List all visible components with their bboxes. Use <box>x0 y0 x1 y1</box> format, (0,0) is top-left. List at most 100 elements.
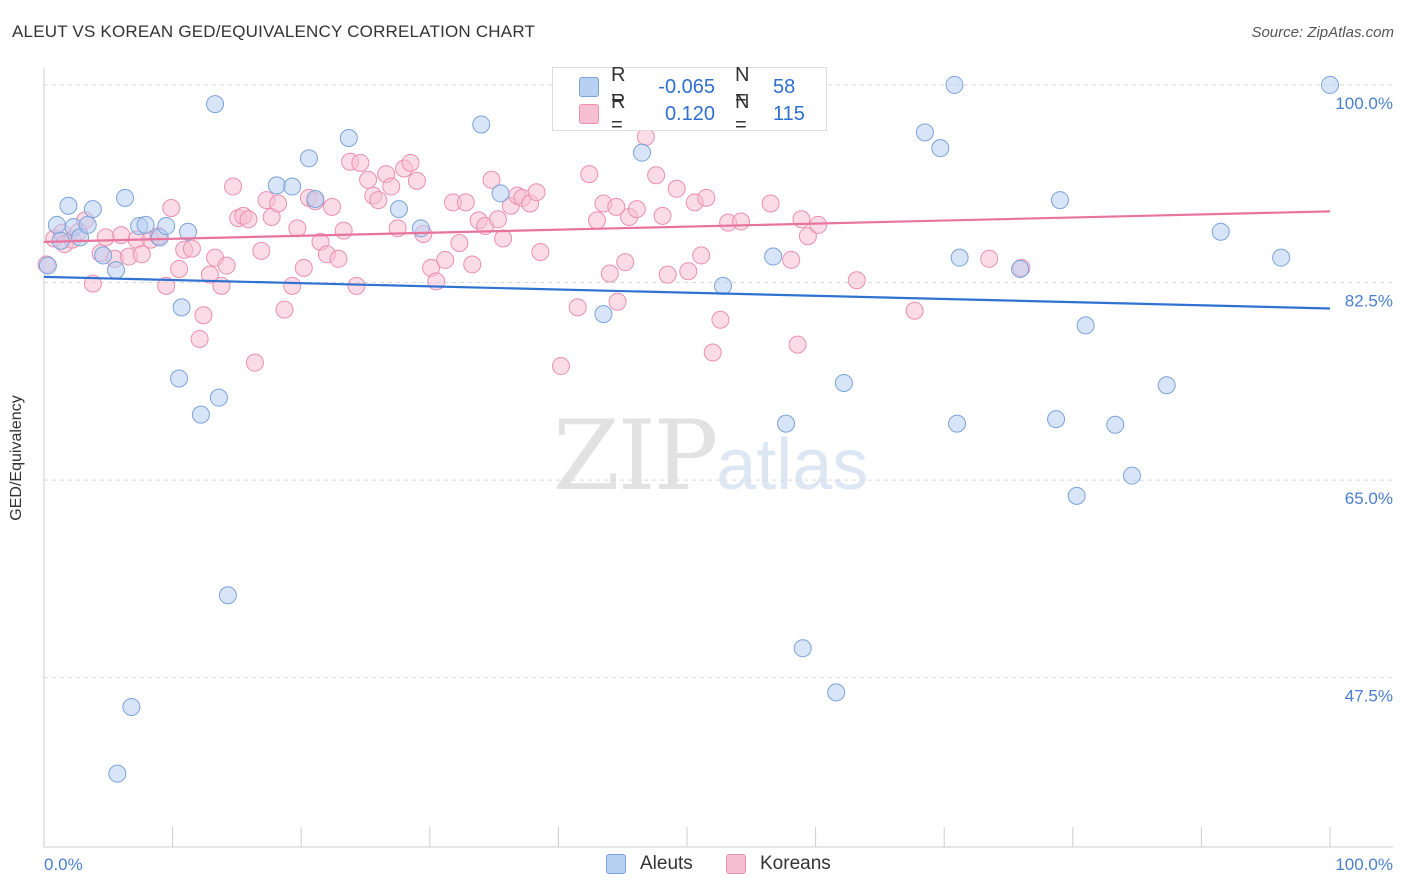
aleut-point <box>283 177 302 196</box>
aleut-point <box>1321 75 1339 94</box>
aleut-point <box>1157 376 1176 395</box>
korean-point <box>450 233 469 252</box>
korean-point <box>407 171 426 190</box>
aleut-legend-swatch <box>606 854 626 874</box>
aleut-point <box>306 189 325 208</box>
korean-point <box>568 298 587 317</box>
aleut-point <box>116 188 135 207</box>
korean-point <box>369 191 388 210</box>
aleut-point <box>714 276 733 295</box>
korean-point <box>587 211 606 230</box>
korean-point <box>283 276 302 295</box>
korean-point <box>600 264 619 283</box>
korean-point <box>580 165 599 184</box>
aleut-point <box>59 196 78 215</box>
korean-point <box>847 271 866 290</box>
aleut-point <box>209 388 228 407</box>
x-tick-label: 0.0% <box>44 855 83 874</box>
korean-point <box>782 250 801 269</box>
tick-labels: 47.5% 65.0% 82.5% 100.0% 0.0% 100.0% <box>44 94 1393 874</box>
aleut-point <box>122 698 141 717</box>
korean-point <box>252 241 271 260</box>
korean-point <box>382 177 401 196</box>
aleut-point <box>827 683 846 702</box>
legend-n-label: N = <box>735 91 750 136</box>
x-tick-label: 100.0% <box>1335 855 1393 874</box>
aleut-point <box>47 215 66 234</box>
korean-point <box>697 188 716 207</box>
aleut-point <box>915 123 934 142</box>
korean-point <box>323 197 342 216</box>
korean-point <box>494 229 513 248</box>
aleut-point <box>83 200 102 219</box>
aleut-point <box>1050 191 1069 210</box>
korean-point <box>239 210 258 229</box>
korean-points <box>37 77 1031 376</box>
korean-point <box>761 194 780 213</box>
aleut-point <box>931 139 950 158</box>
aleut-point <box>950 248 969 267</box>
korean-point <box>288 219 307 238</box>
aleut-points <box>38 75 1339 783</box>
korean-point <box>329 249 348 268</box>
source-credit: Source: ZipAtlas.com <box>1251 24 1394 41</box>
korean-point <box>212 276 231 295</box>
aleut-point <box>1011 259 1030 278</box>
aleut-point <box>1272 248 1291 267</box>
aleut-point <box>948 414 967 433</box>
bottom-legend-koreans: Koreans <box>726 852 831 876</box>
korean-point <box>627 200 646 219</box>
legend-n-value: 115 <box>773 102 805 125</box>
korean-point <box>463 255 482 274</box>
aleut-point <box>179 222 198 241</box>
korean-point <box>527 183 546 202</box>
y-tick-label: 47.5% <box>1345 687 1393 706</box>
korean-point <box>83 274 102 293</box>
korean-point <box>224 177 243 196</box>
aleut-point <box>491 184 510 203</box>
korean-point <box>194 306 213 325</box>
korean-swatch <box>579 104 599 124</box>
korean-point <box>275 300 294 319</box>
korean-point <box>658 265 677 284</box>
korean-point <box>531 243 550 262</box>
korean-point <box>401 153 420 172</box>
aleut-point <box>78 215 97 234</box>
korean-trend-line <box>43 210 1331 243</box>
korean-point <box>170 259 189 278</box>
aleut-point <box>94 246 113 265</box>
korean-point <box>905 301 924 320</box>
korean-point <box>482 170 501 189</box>
aleut-point <box>777 414 796 433</box>
aleut-point <box>157 217 176 236</box>
korean-point <box>217 256 236 275</box>
korean-point <box>980 249 999 268</box>
aleut-point <box>206 95 225 114</box>
korean-point <box>679 262 698 281</box>
aleut-point <box>764 247 783 266</box>
aleut-point <box>1122 466 1141 485</box>
aleut-point <box>267 176 286 195</box>
korean-point <box>551 357 570 376</box>
aleut-swatch <box>579 77 599 97</box>
aleut-legend-label: Aleuts <box>640 853 693 874</box>
trend-lines <box>43 210 1331 310</box>
aleut-point <box>411 219 430 238</box>
aleut-point <box>1076 316 1095 335</box>
korean-point <box>269 194 288 213</box>
legend-r-value: -0.065 <box>658 75 715 98</box>
korean-point <box>788 335 807 354</box>
korean-point <box>96 228 115 247</box>
axes <box>43 68 1393 848</box>
korean-point <box>616 253 635 272</box>
korean-point <box>653 206 672 225</box>
y-tick-label: 100.0% <box>1335 94 1393 113</box>
aleut-point <box>834 373 853 392</box>
aleut-point <box>1106 415 1125 434</box>
aleut-point <box>218 586 237 605</box>
korean-point <box>436 250 455 269</box>
korean-point <box>157 276 176 295</box>
aleut-point <box>1211 222 1230 241</box>
legend-n-label: N = <box>735 64 750 109</box>
bottom-legend-aleuts: Aleuts <box>606 852 693 876</box>
